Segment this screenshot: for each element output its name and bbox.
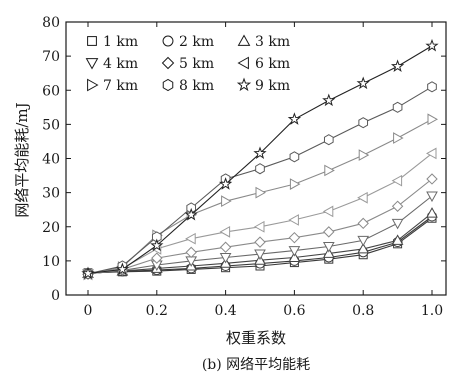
data-point <box>392 101 403 113</box>
data-point <box>323 134 334 146</box>
series-9km <box>81 38 439 280</box>
data-point <box>324 164 335 177</box>
x-axis-title: 权重系数 <box>226 329 286 347</box>
legend: 1 km 2 km 3 km 4 km 5 km 6 km 7 km 8 km 9 km <box>85 34 290 94</box>
data-point <box>221 195 232 208</box>
data-point <box>288 246 301 257</box>
y-axis-title: 网络平均能耗/mJ <box>13 102 31 217</box>
y-tick-label: 40 <box>42 152 60 168</box>
y-tick-label: 10 <box>42 254 60 270</box>
data-point <box>357 191 368 204</box>
data-point <box>357 242 370 254</box>
y-tick-label: 50 <box>42 117 60 133</box>
data-point <box>289 178 301 190</box>
data-point <box>253 146 267 160</box>
legend-marker <box>236 77 252 92</box>
data-point <box>288 231 301 244</box>
data-point <box>253 220 265 233</box>
x-tick-label: 0.8 <box>352 303 374 319</box>
data-point <box>357 217 369 230</box>
series-layer <box>81 38 439 281</box>
data-point <box>427 81 437 93</box>
data-point <box>218 177 233 190</box>
data-point <box>219 226 231 238</box>
legend-marker <box>85 58 99 70</box>
data-point <box>425 38 439 52</box>
x-tick-label: 0 <box>84 303 93 319</box>
data-point <box>289 151 300 163</box>
legend-label: 7 km <box>103 78 138 94</box>
data-point <box>426 173 438 185</box>
data-point <box>219 241 232 253</box>
data-point <box>391 234 404 245</box>
legend-marker <box>161 56 175 70</box>
data-point <box>356 76 370 90</box>
data-point <box>185 246 197 259</box>
legend-marker <box>237 34 251 46</box>
data-point <box>81 266 95 280</box>
figure-caption: (b) 网络平均能耗 <box>202 357 310 373</box>
series-5km <box>82 173 438 280</box>
data-point <box>323 226 335 238</box>
data-point <box>426 207 438 218</box>
series-8km <box>83 81 437 280</box>
data-point <box>322 242 335 253</box>
axes: 0 10 20 30 40 50 60 70 80 0 0.2 0.4 0.6 0.8 1.0 <box>42 15 447 319</box>
data-point <box>322 205 334 218</box>
y-tick-label: 20 <box>42 220 60 236</box>
legend-label: 4 km <box>103 56 138 72</box>
data-point <box>322 93 336 107</box>
data-point <box>393 132 404 144</box>
legend-label: 8 km <box>179 78 214 94</box>
data-point <box>322 247 335 258</box>
data-point <box>287 112 302 125</box>
data-point <box>358 117 369 129</box>
x-tick-label: 1.0 <box>421 303 443 319</box>
y-tick-label: 80 <box>42 15 60 31</box>
y-tick-label: 30 <box>42 186 60 202</box>
data-point <box>426 191 438 203</box>
data-point <box>391 218 404 230</box>
data-point <box>288 214 299 226</box>
data-point <box>288 251 301 262</box>
legend-label: 5 km <box>179 56 214 72</box>
legend-label: 6 km <box>255 56 290 72</box>
y-tick-label: 70 <box>42 49 60 65</box>
data-point <box>254 236 266 248</box>
x-tick-label: 0.2 <box>146 303 168 319</box>
y-tick-label: 60 <box>42 83 60 99</box>
y-tick-label: 0 <box>51 288 60 304</box>
data-point <box>425 147 437 160</box>
data-point <box>391 174 403 187</box>
legend-label: 3 km <box>255 34 290 50</box>
x-tick-label: 0.6 <box>283 303 305 319</box>
data-point <box>254 249 266 261</box>
legend-marker <box>237 56 249 70</box>
legend-label: 1 km <box>103 34 138 50</box>
data-point <box>357 235 370 247</box>
data-point <box>390 59 405 73</box>
data-point <box>219 252 232 264</box>
data-point <box>427 113 439 126</box>
data-point <box>151 252 163 264</box>
legend-label: 2 km <box>179 34 214 50</box>
data-point <box>255 186 267 199</box>
legend-marker <box>162 35 174 47</box>
legend-marker <box>162 78 174 92</box>
x-tick-label: 0.4 <box>214 303 236 319</box>
data-point <box>150 238 164 252</box>
data-point <box>185 232 196 245</box>
data-point <box>184 207 198 221</box>
data-point <box>115 262 130 276</box>
data-point <box>391 200 404 212</box>
legend-marker <box>87 36 97 46</box>
data-point <box>255 163 265 175</box>
legend-marker <box>87 78 99 92</box>
legend-label: 9 km <box>255 78 290 94</box>
data-point <box>358 149 370 161</box>
